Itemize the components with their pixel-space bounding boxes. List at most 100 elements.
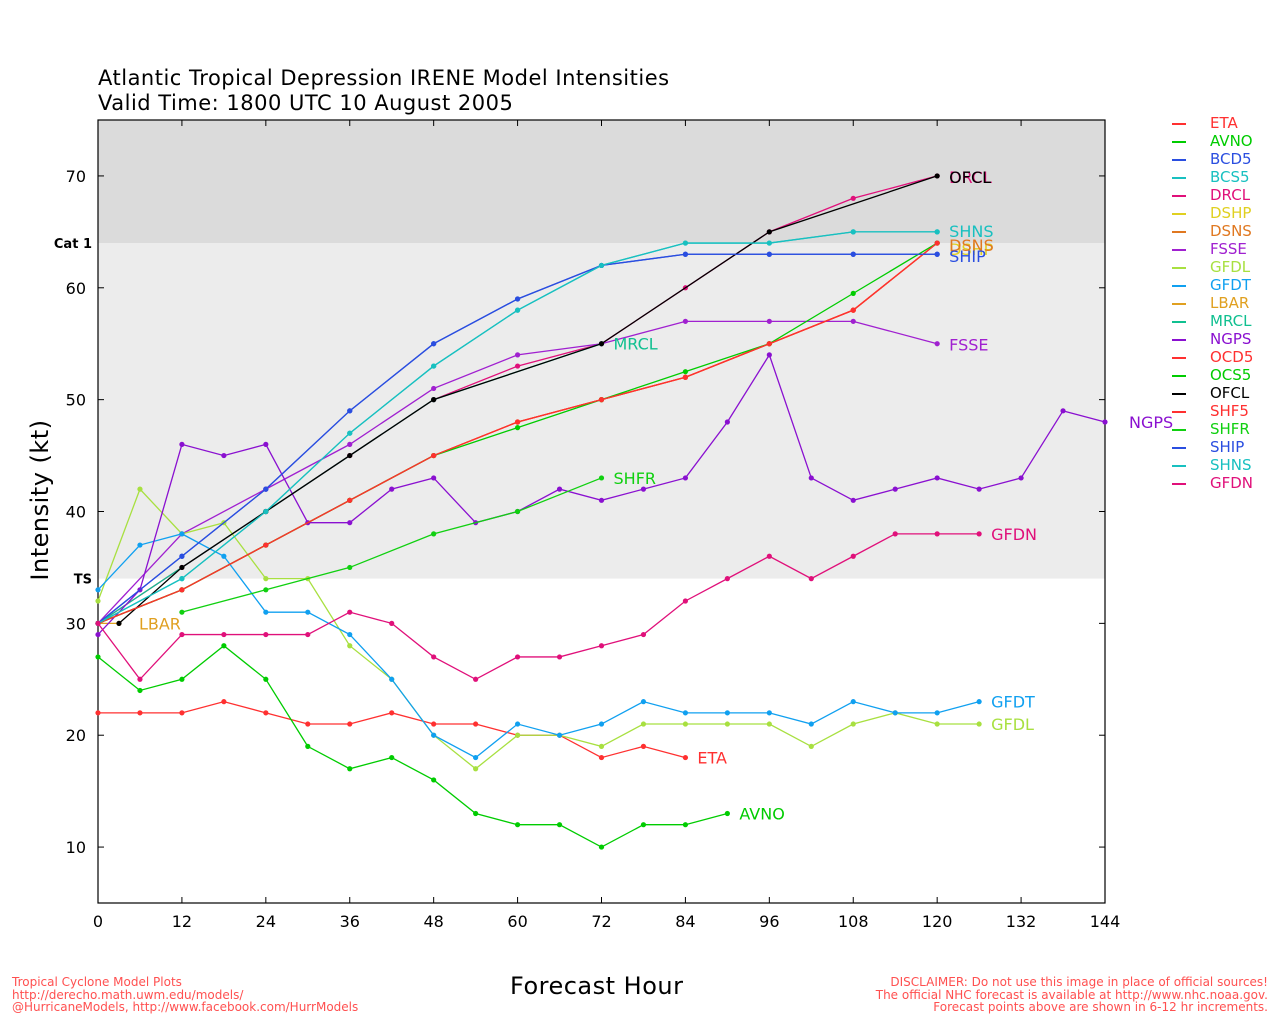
data-point-ngps — [1102, 419, 1108, 425]
series-line-shfr — [181, 477, 602, 613]
data-point-ngps — [976, 486, 982, 492]
data-point-shf5 — [850, 307, 856, 313]
footer-disclaimer: DISCLAIMER: Do not use this image in pla… — [876, 976, 1268, 1014]
data-point-gfdn — [221, 631, 227, 638]
legend-swatch — [1172, 267, 1186, 269]
data-point-fsse — [850, 318, 856, 324]
data-point-fsse — [514, 352, 521, 358]
data-point-gfdn — [95, 620, 101, 626]
data-point-gfdn — [179, 631, 185, 638]
data-point-gfdn — [263, 631, 269, 638]
x-tick-label: 72 — [591, 912, 611, 931]
legend-label: OCS5 — [1210, 366, 1252, 384]
legend-swatch — [1172, 357, 1186, 359]
legend-swatch — [1172, 249, 1186, 251]
data-point-ngps — [598, 497, 605, 503]
end-label-shns: SHNS — [949, 222, 993, 241]
data-point-ship — [934, 251, 940, 257]
data-point-ship — [347, 408, 353, 414]
y-tick-label: 20 — [66, 726, 86, 745]
x-tick-label: 120 — [922, 912, 953, 931]
legend-label: GFDN — [1210, 474, 1254, 492]
legend-swatch — [1172, 123, 1186, 125]
data-point-ngps — [640, 486, 647, 492]
data-point-gfdn — [808, 576, 814, 582]
data-point-avno — [682, 822, 689, 828]
data-point-gfdt — [976, 699, 982, 705]
footer-disclaimer-line: The official NHC forecast is available a… — [875, 987, 1268, 1002]
series-line-avno — [97, 644, 728, 848]
data-point-gfdn — [640, 631, 647, 638]
data-point-eta — [431, 721, 437, 727]
data-point-gfdn — [934, 531, 940, 537]
data-point-gfdt — [640, 699, 647, 705]
legend-item: SHF5 — [1172, 402, 1272, 420]
data-point-ofcl — [934, 173, 940, 179]
legend-item: SHNS — [1172, 456, 1272, 474]
data-point-avno — [137, 687, 143, 694]
data-point-gfdt — [682, 710, 689, 716]
data-point-avno — [640, 822, 647, 828]
data-point-shf5 — [263, 542, 269, 548]
x-tick-label: 96 — [759, 912, 779, 931]
data-point-gfdt — [556, 732, 563, 738]
legend-label: OCD5 — [1210, 348, 1254, 366]
end-label-gfdn: GFDN — [991, 525, 1037, 544]
legend-swatch — [1172, 177, 1186, 179]
end-label-shfr: SHFR — [614, 469, 657, 488]
series-line-eta — [98, 700, 686, 759]
data-point-gfdl — [934, 721, 940, 727]
legend-label: LBAR — [1210, 294, 1250, 312]
end-label-eta: ETA — [697, 749, 727, 768]
legend-label: DSHP — [1210, 204, 1252, 222]
y-tick-label: 30 — [66, 614, 86, 633]
data-point-eta — [347, 721, 353, 727]
legend-item: DRCL — [1172, 186, 1272, 204]
data-point-gfdn — [724, 576, 730, 582]
series-line-gfdl — [97, 487, 980, 770]
legend-swatch — [1172, 285, 1186, 287]
data-point-gfdt — [473, 754, 479, 761]
data-point-gfdl — [598, 743, 605, 750]
data-point-shf5 — [766, 341, 772, 347]
end-label-lbar: LBAR — [139, 614, 181, 633]
data-point-ngps — [1060, 408, 1066, 414]
legend-label: MRCL — [1210, 312, 1252, 330]
legend-item: SHFR — [1172, 420, 1272, 438]
data-point-gfdl — [808, 743, 814, 750]
end-label-gfdl: GFDL — [991, 715, 1034, 734]
data-point-gfdt — [724, 710, 730, 716]
data-point-shns — [514, 307, 521, 313]
data-point-gfdt — [95, 587, 101, 593]
legend-item: GFDL — [1172, 258, 1272, 276]
legend-item: BCS5 — [1172, 168, 1272, 186]
data-point-gfdt — [347, 631, 353, 638]
data-point-eta — [95, 710, 101, 716]
data-point-ship — [514, 296, 521, 302]
data-point-fsse — [934, 341, 940, 347]
end-label-mrcl: MRCL — [614, 335, 658, 354]
data-point-ngps — [431, 475, 437, 481]
x-tick-label: 24 — [256, 912, 276, 931]
data-point-gfdn — [431, 654, 437, 660]
data-point-gfdt — [263, 609, 269, 615]
data-point-ocs5 — [514, 425, 521, 431]
legend-swatch — [1172, 321, 1186, 323]
x-tick-label: 144 — [1090, 912, 1121, 931]
data-point-gfdl — [263, 576, 269, 582]
data-point-eta — [473, 721, 479, 727]
data-point-avno — [514, 822, 521, 828]
data-point-avno — [389, 754, 395, 761]
legend-swatch — [1172, 339, 1186, 341]
series-line-gfdt — [97, 533, 980, 759]
data-point-ship — [766, 251, 772, 257]
data-point-gfdt — [389, 676, 395, 682]
legend-item: BCD5 — [1172, 150, 1272, 168]
data-point-gfdt — [892, 710, 898, 716]
data-point-ngps — [850, 497, 856, 503]
data-point-shfr — [179, 609, 185, 615]
legend-item: DSNS — [1172, 222, 1272, 240]
data-point-ngps — [766, 352, 772, 358]
x-tick-label: 36 — [340, 912, 360, 931]
data-point-avno — [305, 743, 311, 750]
